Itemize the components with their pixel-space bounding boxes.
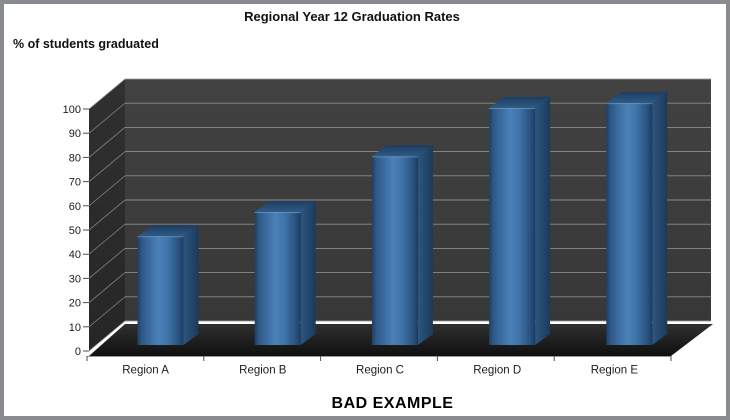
y-tick-label: 10 [69,322,81,334]
y-tick-label: 60 [69,201,81,213]
bar-region-a-top [137,225,199,237]
bar-region-d [489,96,551,345]
bar-region-c-top [371,145,433,157]
bar-region-e [606,92,668,345]
gridline-side [88,248,126,279]
gridline-side [88,199,126,231]
gridline-side [88,175,126,207]
bar-region-c-side [417,145,433,345]
bar-region-c-front [371,156,418,345]
bar-region-d-front [489,107,536,345]
y-axis-title: % of students graduated [13,37,159,51]
bar-region-e-front [606,103,653,345]
gridline-side [88,127,126,158]
gridline-side [88,102,126,134]
gridline-side [88,78,126,110]
bar-region-d-side [535,96,551,345]
gridline-side [88,223,126,255]
gridline-side [88,151,126,182]
bar-region-e-side [652,92,668,345]
bar-region-b-side [300,200,316,345]
bar-region-a-side [183,225,199,345]
bar-region-b [254,200,316,345]
category-label-region-c: Region C [356,365,404,377]
plot-area-3d: Region A Region B Region C Region D Region E… [63,78,713,377]
bar-region-d-top [489,96,551,108]
bar-region-e-top [606,92,668,103]
y-tick-label: 50 [69,225,81,237]
y-tick-label: 90 [69,128,81,140]
y-tick-label: 0 [75,346,81,358]
gridline-side [88,296,126,328]
bar-region-b-front [254,211,301,345]
bar-region-a [137,225,199,345]
bar-region-b-top [254,200,316,212]
category-label-region-d: Region D [473,365,521,377]
category-label-region-a: Region A [122,365,169,377]
y-tick-label: 80 [69,152,81,164]
caption-bad-example: BAD EXAMPLE [331,395,454,412]
gridline-side [88,320,126,352]
y-tick-label: 100 [63,104,81,116]
gridline-side [88,272,126,303]
y-tick-label: 70 [69,177,81,189]
category-label-region-e: Region E [591,365,639,377]
category-label-region-b: Region B [239,365,287,377]
bar-region-c [371,145,433,345]
bar-region-a-front [137,236,184,345]
chart-title: Regional Year 12 Graduation Rates [244,9,460,24]
y-tick-label: 40 [69,249,81,261]
y-tick-label: 20 [69,298,81,310]
y-tick-label: 30 [69,273,81,285]
